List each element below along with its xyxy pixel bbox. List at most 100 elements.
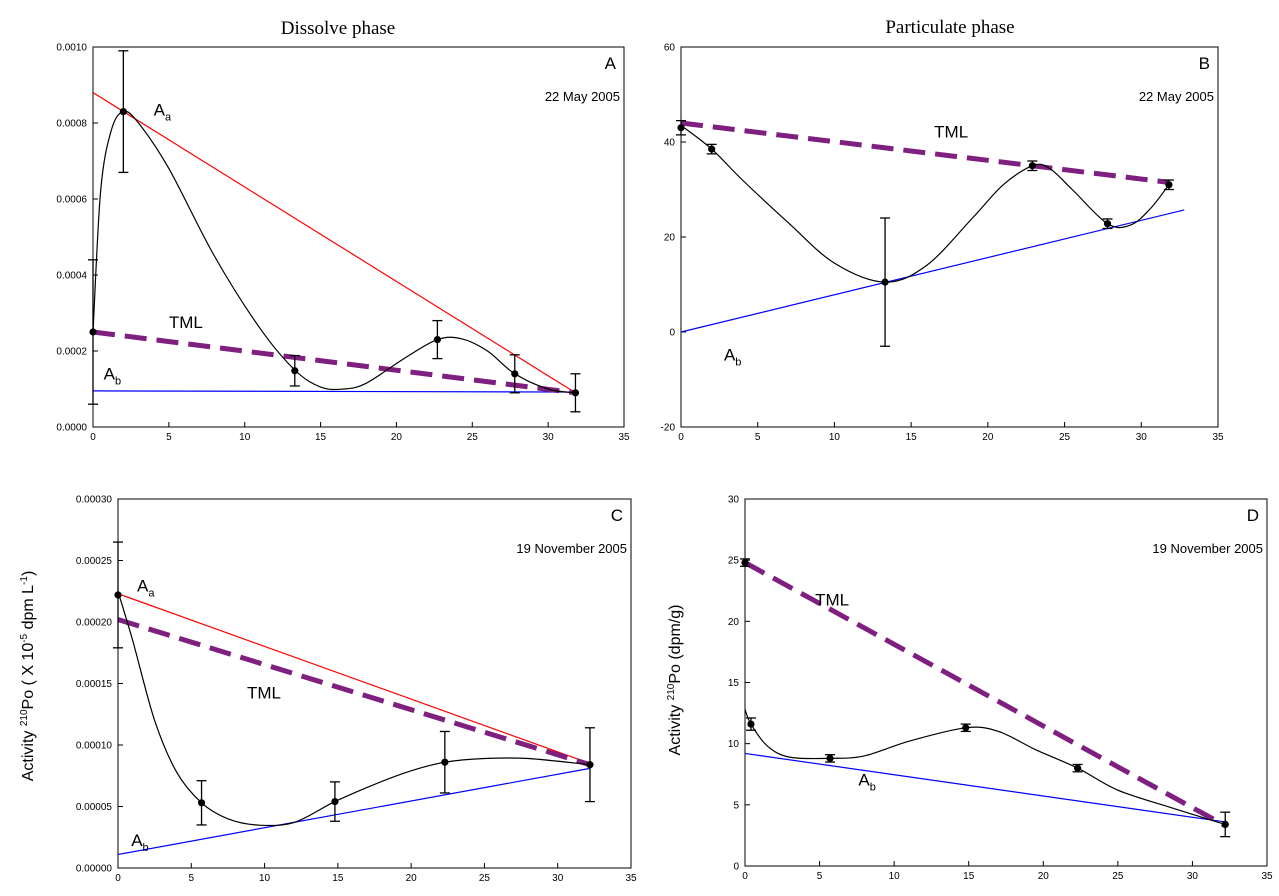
data-point-c bbox=[331, 797, 339, 806]
x-tick-label-a: 20 bbox=[391, 432, 403, 443]
x-tick-label-c: 10 bbox=[259, 873, 271, 884]
annotation-tml-b: TML bbox=[934, 122, 968, 141]
y-tick-label-c: 0.00000 bbox=[76, 864, 113, 875]
x-tick-label-c: 20 bbox=[406, 873, 418, 884]
plot-frame-b bbox=[680, 46, 1219, 428]
annotation-tml-a: TML bbox=[169, 313, 203, 332]
x-tick-label-a: 15 bbox=[315, 432, 327, 443]
y-tick-label-c: 0.00010 bbox=[76, 741, 113, 752]
x-tick-label-d: 35 bbox=[1261, 871, 1273, 882]
panel-date-c: 19 November 2005 bbox=[516, 541, 627, 556]
x-tick-label-d: 0 bbox=[742, 871, 748, 882]
y-tick-label-c: 0.00030 bbox=[76, 495, 113, 506]
x-tick-label-a: 30 bbox=[543, 432, 555, 443]
y-tick-label-a: 0.0008 bbox=[56, 119, 87, 130]
x-tick-label-a: 25 bbox=[467, 432, 479, 443]
y-tick-label-a: 0.0000 bbox=[56, 423, 87, 434]
data-point-d bbox=[1073, 764, 1082, 772]
data-curve-c bbox=[117, 591, 591, 827]
panel-letter-b: B bbox=[1199, 54, 1210, 73]
x-tick-label-c: 0 bbox=[115, 873, 121, 884]
y-tick-label-d: 20 bbox=[728, 617, 740, 628]
annotation-aa-a: Aa bbox=[154, 100, 172, 123]
data-point-b bbox=[708, 145, 716, 153]
panel-date-d: 19 November 2005 bbox=[1152, 541, 1263, 556]
y-tick-label-d: 0 bbox=[733, 862, 739, 873]
x-tick-label-b: 35 bbox=[1212, 432, 1224, 443]
x-tick-label-c: 30 bbox=[552, 873, 564, 884]
x-tick-label-d: 20 bbox=[1038, 871, 1050, 882]
x-tick-label-d: 25 bbox=[1112, 871, 1124, 882]
x-tick-label-a: 5 bbox=[166, 432, 172, 443]
series-line-aa-a bbox=[92, 92, 576, 394]
x-tick-label-c: 5 bbox=[189, 873, 195, 884]
plot-frame-a bbox=[92, 46, 625, 428]
y-tick-label-a: 0.0010 bbox=[56, 43, 87, 54]
series-line-ab-b bbox=[680, 209, 1185, 333]
y-tick-label-b: 40 bbox=[664, 138, 676, 149]
y-tick-label-b: 0 bbox=[669, 328, 675, 339]
x-tick-label-b: 15 bbox=[906, 432, 918, 443]
panel-c: 0 5 10 15 20 25 30 35 0.00000 0.00005 0.00010 0.000… bbox=[76, 495, 637, 885]
x-tick-label-b: 0 bbox=[678, 432, 684, 443]
y-tick-label-c: 0.00005 bbox=[76, 802, 113, 813]
series-line-tml-d bbox=[743, 560, 1227, 828]
annotation-tml-c: TML bbox=[247, 683, 281, 702]
y-tick-label-d: 30 bbox=[728, 495, 740, 506]
annotation-ab-a: Ab bbox=[104, 365, 121, 388]
series-line-ab-c bbox=[117, 767, 591, 856]
data-point-a bbox=[571, 389, 580, 397]
data-point-d bbox=[826, 754, 834, 762]
annotation-ab-b: Ab bbox=[724, 346, 741, 369]
x-tick-label-b: 10 bbox=[829, 432, 841, 443]
annotation-aa-c: Aa bbox=[137, 576, 155, 599]
x-tick-label-b: 5 bbox=[755, 432, 761, 443]
data-point-b bbox=[1165, 181, 1173, 189]
data-point-c bbox=[441, 758, 449, 766]
y-tick-label-b: -20 bbox=[661, 423, 676, 434]
series-line-ab-a bbox=[92, 390, 576, 393]
series-line-ab-d bbox=[744, 752, 1226, 823]
y-tick-label-b: 60 bbox=[664, 43, 676, 54]
data-point-d bbox=[1221, 820, 1229, 829]
annotation-ab-d: Ab bbox=[858, 770, 875, 793]
x-tick-label-d: 10 bbox=[889, 871, 901, 882]
column-title-dissolve: Dissolve phase bbox=[281, 18, 396, 39]
data-point-b bbox=[677, 124, 685, 132]
panel-d: 0 5 10 15 20 25 30 35 0 5 10 15 20 25 30 TML Ab D 19 Novem… bbox=[728, 495, 1273, 883]
panel-letter-a: A bbox=[605, 54, 617, 73]
data-point-a bbox=[119, 108, 127, 116]
y-tick-label-c: 0.00020 bbox=[76, 618, 113, 629]
y-axis-label-right: Activity 210Po (dpm/g) bbox=[666, 605, 684, 756]
x-tick-label-b: 20 bbox=[982, 432, 994, 443]
data-point-b bbox=[1103, 220, 1112, 228]
panel-date-b: 22 May 2005 bbox=[1139, 89, 1214, 104]
data-curve-d bbox=[744, 709, 1226, 825]
y-tick-label-d: 10 bbox=[728, 739, 740, 750]
data-point-a bbox=[291, 367, 299, 375]
panel-letter-d: D bbox=[1247, 506, 1259, 525]
x-tick-label-a: 10 bbox=[239, 432, 251, 443]
series-line-aa-c bbox=[117, 593, 591, 765]
y-tick-label-a: 0.0006 bbox=[56, 195, 87, 206]
data-point-c bbox=[197, 799, 206, 807]
y-tick-label-d: 25 bbox=[728, 556, 740, 567]
x-tick-label-d: 5 bbox=[817, 871, 823, 882]
data-curve-b bbox=[680, 124, 1170, 283]
series-line-tml-b bbox=[680, 120, 1170, 185]
y-tick-label-b: 20 bbox=[664, 233, 676, 244]
x-tick-label-a: 0 bbox=[90, 432, 96, 443]
y-tick-label-c: 0.00015 bbox=[76, 679, 113, 690]
x-tick-label-d: 30 bbox=[1187, 871, 1199, 882]
x-tick-label-c: 25 bbox=[479, 873, 491, 884]
data-point-a bbox=[433, 336, 441, 344]
y-tick-label-a: 0.0004 bbox=[56, 271, 87, 282]
data-point-a bbox=[89, 328, 97, 336]
panel-a: 0 5 10 15 20 25 30 35 0.0000 0.0002 0.0004 0.0006 0.… bbox=[56, 43, 630, 444]
annotation-ab-c: Ab bbox=[131, 831, 148, 854]
column-title-particulate: Particulate phase bbox=[885, 17, 1014, 38]
x-tick-label-b: 30 bbox=[1136, 432, 1148, 443]
x-tick-label-b: 25 bbox=[1059, 432, 1071, 443]
series-line-tml-c bbox=[117, 617, 591, 768]
